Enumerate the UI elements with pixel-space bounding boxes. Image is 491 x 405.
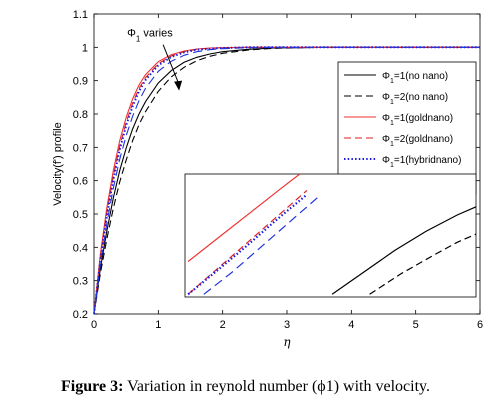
x-tick-label: 1: [155, 319, 161, 331]
x-axis-label: η: [283, 335, 291, 349]
x-tick-label: 5: [413, 319, 419, 331]
inset-series-line-5: [331, 206, 476, 295]
y-tick-label: 0.3: [73, 276, 88, 288]
y-tick-label: 0.9: [73, 76, 88, 88]
annotation-arrowhead: [174, 80, 183, 91]
legend-box: [337, 61, 477, 195]
inset-series-line-1: [187, 174, 301, 262]
legend-label-2: Φ1=2(no nano): [382, 92, 448, 106]
y-tick-label: 0.8: [73, 109, 88, 121]
y-tick-label: 0.4: [73, 242, 88, 254]
x-tick-label: 6: [477, 319, 483, 331]
legend-label-4: Φ1=2(goldnano): [382, 134, 453, 148]
x-tick-label: 0: [91, 319, 97, 331]
inset-series-line-4: [203, 195, 320, 295]
caption-label: Figure 3:: [61, 378, 124, 395]
legend-label-1: Φ1=1(no nano): [382, 71, 448, 85]
chart: 0 1 2 3 4 5 6 0.2 0.3 0.4 0.5 0.6 0.7 0.8 0.9 1 1.1 η Velo…: [52, 9, 483, 349]
y-tick-label: 0.2: [73, 309, 88, 321]
legend-label-5: Φ1=1(hybridnano): [382, 155, 461, 169]
caption-text: Variation in reynold number (ϕ1) with ve…: [123, 378, 430, 395]
y-tick-label: 0.6: [73, 176, 88, 188]
legend-label-3: Φ1=1(goldnano): [382, 113, 453, 127]
y-tick-label: 0.5: [73, 209, 88, 221]
y-tick-label: 1: [82, 42, 88, 54]
inset-series-line-6: [369, 233, 476, 295]
figure-caption: Figure 3: Variation in reynold number (ϕ…: [0, 378, 491, 396]
inset-lines: [187, 174, 476, 296]
annotation-text: Φ1 varies: [127, 28, 173, 44]
annotation-arrow-shaft: [162, 44, 180, 85]
x-tick-label: 2: [220, 319, 226, 331]
x-tick-label: 4: [348, 319, 354, 331]
inset-frame: [184, 173, 477, 298]
y-tick-label: 1.1: [73, 9, 88, 21]
velocity-profile-chart: 0 1 2 3 4 5 6 0.2 0.3 0.4 0.5 0.6 0.7 0.8 0.9 1 1.1 η Velo…: [52, 9, 483, 349]
series-line-6: [93, 46, 480, 315]
x-tick-label: 3: [284, 319, 290, 331]
y-axis-label: Velocity(f') profile: [52, 122, 64, 205]
y-tick-label: 0.7: [73, 142, 88, 154]
inset-series-line-2: [187, 189, 308, 295]
